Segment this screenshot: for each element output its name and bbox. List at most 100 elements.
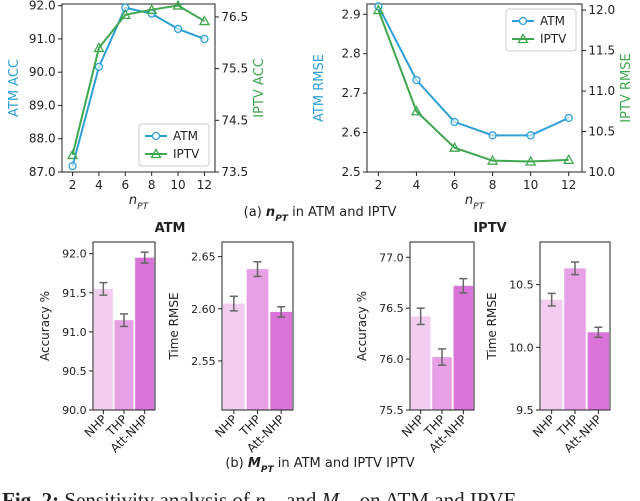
- y2-axis-label: IPTV ACC: [252, 58, 267, 117]
- marker: [525, 155, 537, 166]
- y-axis-label: ATM RMSE: [312, 54, 327, 122]
- error-bar: [594, 326, 603, 339]
- bar: [270, 311, 293, 410]
- marker: [119, 9, 131, 20]
- y-tick-label: 10.5: [588, 125, 615, 139]
- marker: [526, 131, 535, 140]
- x-tick-label: 2: [375, 178, 383, 192]
- error-bar: [438, 348, 446, 366]
- bar: [246, 269, 269, 410]
- y-tick-label: 2.7: [342, 86, 361, 100]
- bar: [540, 299, 563, 410]
- caption-part: (b): [225, 456, 243, 471]
- error-bar: [253, 261, 262, 278]
- y-tick-label: 76.5: [221, 10, 248, 24]
- bar: [222, 303, 245, 410]
- x-tick-label: 12: [197, 178, 212, 192]
- plot-frame: [92, 241, 156, 411]
- x-axis-label-part: PT: [137, 202, 149, 212]
- bar: [587, 332, 610, 410]
- figure-caption: Fig. 2: Sensitivity analysis of nPT and …: [2, 488, 517, 501]
- marker: [563, 154, 575, 165]
- y-tick-label: 73.5: [221, 165, 248, 179]
- marker: [450, 117, 459, 127]
- y-tick-label: 77.0: [379, 251, 404, 264]
- error-bar: [140, 251, 149, 264]
- y-tick-label: 74.5: [221, 113, 248, 127]
- bar: [114, 320, 134, 410]
- y-tick-label: 2.9: [342, 7, 361, 21]
- x-tick-label: 8: [148, 178, 156, 192]
- marker: [94, 62, 104, 72]
- y-tick-label: 91.5: [62, 287, 87, 300]
- x-tick-label: 4: [95, 178, 103, 192]
- x-tick-label: 2: [69, 178, 77, 192]
- legend-marker: [151, 131, 161, 141]
- caption-part: Fig. 2:: [2, 488, 59, 501]
- marker: [410, 105, 423, 116]
- x-axis-label: nPT: [465, 193, 486, 212]
- x-tick-label: 4: [413, 178, 421, 192]
- y-tick-label: 2.55: [191, 355, 216, 368]
- caption: (b) MPT in ATM and IPTV IPTV: [225, 456, 414, 475]
- x-axis-label-part: n: [129, 193, 137, 208]
- y-tick-label: 89.0: [29, 98, 56, 112]
- error-bar: [229, 295, 238, 312]
- y-tick-label: 2.8: [342, 47, 361, 61]
- caption-part: n: [255, 488, 266, 501]
- plot-frame: [409, 241, 475, 411]
- marker: [146, 3, 158, 14]
- caption-part: PT: [261, 465, 275, 475]
- y-tick-label: 10.0: [588, 165, 615, 179]
- y-tick-label: 91.0: [62, 326, 87, 339]
- bar: [453, 285, 474, 410]
- bar: [93, 288, 113, 410]
- bar: [410, 316, 431, 410]
- marker: [372, 4, 385, 15]
- series-line: [71, 6, 205, 167]
- y-tick-label: 76.0: [379, 353, 404, 366]
- caption-part: in ATM and IPTV: [292, 205, 396, 220]
- x-axis-label-part: n: [465, 193, 473, 208]
- caption-part: PT: [275, 214, 289, 224]
- group-title: IPTV: [473, 221, 506, 236]
- y-tick-label: 76.5: [379, 302, 404, 315]
- plot-frame: [539, 241, 611, 411]
- legend-label: IPTV: [540, 32, 567, 46]
- y-tick-label: 75.5: [379, 404, 404, 417]
- marker: [412, 75, 421, 85]
- marker: [486, 154, 499, 165]
- series-line: [377, 5, 570, 137]
- error-bar: [459, 277, 468, 294]
- y-tick-label: 2.5: [342, 165, 361, 179]
- x-tick-label: 10: [523, 178, 538, 192]
- caption-part: (a): [244, 205, 262, 220]
- y-axis-label: Time RMSE: [485, 292, 499, 360]
- y-tick-label: 92.0: [62, 248, 87, 261]
- marker: [68, 161, 77, 171]
- x-tick-label: 6: [451, 178, 459, 192]
- y-tick-label: 87.0: [29, 165, 56, 179]
- x-tick-label: 10: [170, 178, 185, 192]
- y-tick-label: 90.0: [29, 65, 56, 79]
- caption-part: and: [286, 488, 317, 501]
- marker: [488, 131, 497, 140]
- bar: [564, 268, 586, 410]
- marker: [198, 15, 211, 26]
- error-bar: [571, 261, 579, 276]
- y-tick-label: 9.5: [516, 404, 534, 417]
- bar: [135, 257, 155, 410]
- marker: [564, 113, 573, 123]
- y-axis-label: Accuracy %: [38, 291, 52, 361]
- y-tick-label: 11.5: [588, 44, 615, 58]
- legend-marker: [518, 16, 528, 26]
- caption-part: Sensitivity analysis of: [64, 488, 250, 501]
- error-bar: [277, 305, 286, 318]
- y-axis-label: Time RMSE: [167, 292, 181, 360]
- y-axis-label: Accuracy %: [355, 291, 369, 361]
- caption-part: in ATM and IPTV IPTV: [278, 456, 415, 471]
- x-tick-label: 8: [489, 178, 497, 192]
- marker: [66, 149, 79, 160]
